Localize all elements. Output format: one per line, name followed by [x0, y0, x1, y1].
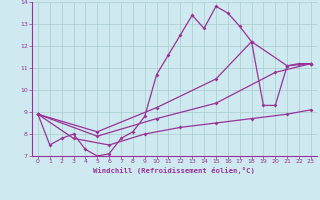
X-axis label: Windchill (Refroidissement éolien,°C): Windchill (Refroidissement éolien,°C) — [93, 167, 255, 174]
